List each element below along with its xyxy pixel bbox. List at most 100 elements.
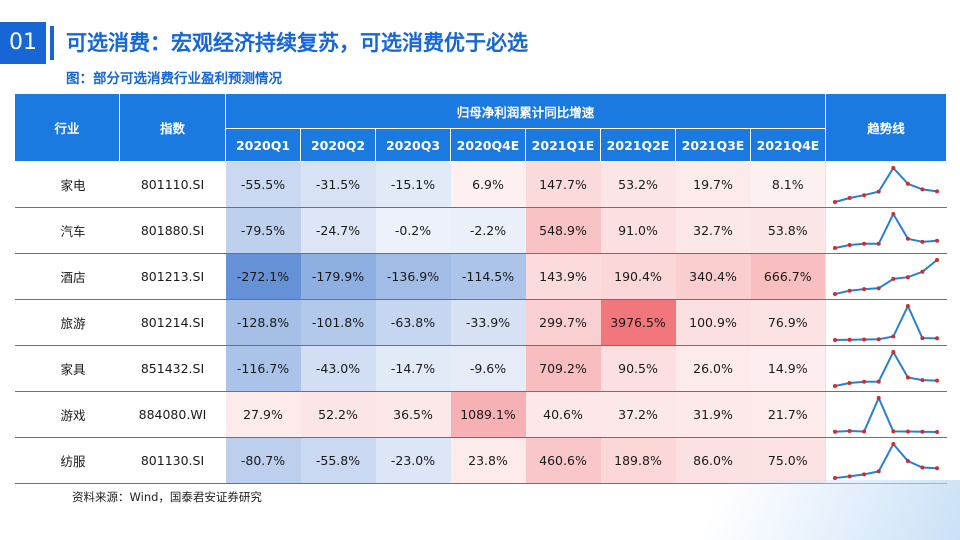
sparkline-point [862, 192, 867, 197]
industry-cell: 纺服 [14, 437, 120, 484]
sparkline-point [920, 239, 925, 244]
table-row: 家具 851432.SI -116.7% -43.0% -14.7% -9.6% 709.2… [14, 345, 947, 392]
sparkline-point [847, 288, 852, 293]
sparkline-point [920, 335, 925, 340]
sparkline-point [862, 379, 867, 384]
index-code-cell: 851432.SI [119, 345, 226, 392]
sparkline-point [935, 238, 940, 243]
sparkline-point [862, 337, 867, 341]
growth-value-cell: -2.2% [450, 207, 526, 254]
earnings-table-container: 行业 指数 归母净利润累计同比增速 趋势线 2020Q1 2020Q2 2020Q3… [14, 93, 948, 484]
index-code-cell: 801110.SI [119, 161, 226, 208]
trend-sparkline [833, 441, 940, 480]
sparkline-point [906, 274, 911, 279]
trend-sparkline [833, 395, 940, 434]
sparkline-point [862, 286, 867, 291]
sparkline-point [862, 429, 867, 433]
sparkline-point [847, 195, 852, 200]
sparkline-point [833, 475, 838, 480]
quarter-header-row: 2020Q1 2020Q2 2020Q3 2020Q4E 2021Q1E 2021Q2E 2… [15, 128, 947, 162]
trend-sparkline-cell [825, 299, 947, 346]
sparkline-point [876, 336, 881, 341]
trend-sparkline [833, 165, 940, 204]
growth-value-cell: 86.0% [675, 437, 751, 484]
growth-value-cell: -23.0% [375, 437, 451, 484]
sparkline-point [920, 465, 925, 469]
trend-sparkline-cell [825, 207, 947, 254]
sparkline-point [876, 468, 881, 473]
sparkline-point [891, 334, 896, 338]
index-code-cell: 801214.SI [119, 299, 226, 346]
sparkline-point [906, 303, 911, 308]
growth-value-cell: 100.9% [675, 299, 751, 346]
growth-value-cell: -55.8% [300, 437, 376, 484]
growth-value-cell: -43.0% [300, 345, 376, 392]
sparkline-path [835, 258, 938, 295]
growth-value-cell: -15.1% [375, 161, 451, 208]
trend-sparkline [833, 211, 940, 250]
growth-value-cell: -55.5% [225, 161, 301, 208]
growth-value-cell: 32.7% [675, 207, 751, 254]
earnings-table: 行业 指数 归母净利润累计同比增速 趋势线 2020Q1 2020Q2 2020Q3… [14, 93, 948, 484]
sparkline-point [891, 211, 896, 216]
sparkline-point [920, 429, 925, 434]
growth-value-cell: -80.7% [225, 437, 301, 484]
table-row: 家电 801110.SI -55.5% -31.5% -15.1% 6.9% 147.7% 5… [14, 161, 947, 208]
sparkline-point [833, 245, 838, 250]
sparkline-point [920, 186, 925, 191]
sparkline-point [935, 188, 940, 193]
growth-value-cell: 76.9% [750, 299, 826, 346]
growth-value-cell: -136.9% [375, 253, 451, 300]
industry-cell: 家具 [14, 345, 120, 392]
growth-value-cell: 8.1% [750, 161, 826, 208]
sparkline-point [833, 429, 838, 434]
growth-value-cell: 460.6% [525, 437, 601, 484]
growth-value-cell: -179.9% [300, 253, 376, 300]
header-quarter: 2020Q2 [300, 128, 376, 162]
industry-cell: 旅游 [14, 299, 120, 346]
sparkline-point [876, 395, 881, 400]
growth-value-cell: 36.5% [375, 391, 451, 438]
growth-value-cell: -116.7% [225, 345, 301, 392]
growth-value-cell: 75.0% [750, 437, 826, 484]
trend-sparkline-cell [825, 391, 947, 438]
index-code-cell: 884080.WI [119, 391, 226, 438]
sparkline-point [847, 242, 852, 247]
growth-value-cell: 52.2% [300, 391, 376, 438]
section-number: 01 [0, 22, 46, 64]
header-quarter: 2020Q3 [375, 128, 451, 162]
industry-cell: 家电 [14, 161, 120, 208]
sparkline-point [935, 429, 940, 434]
page-title: 可选消费：宏观经济持续复苏，可选消费优于必选 [66, 31, 528, 55]
growth-value-cell: 90.5% [600, 345, 676, 392]
header-quarter: 2021Q3E [675, 128, 751, 162]
growth-value-cell: 53.2% [600, 161, 676, 208]
sparkline-point [876, 379, 881, 384]
growth-value-cell: -114.5% [450, 253, 526, 300]
growth-value-cell: -79.5% [225, 207, 301, 254]
header-quarter: 2020Q4E [450, 128, 526, 162]
table-row: 汽车 801880.SI -79.5% -24.7% -0.2% -2.2% 548.9% 9… [14, 207, 947, 254]
sparkline-point [876, 241, 881, 246]
growth-value-cell: -128.8% [225, 299, 301, 346]
sparkline-point [935, 257, 940, 262]
sparkline-point [847, 380, 852, 385]
table-row: 旅游 801214.SI -128.8% -101.8% -63.8% -33.9% 299… [14, 299, 947, 346]
growth-value-cell: 19.7% [675, 161, 751, 208]
header-quarter: 2020Q1 [225, 128, 301, 162]
growth-value-cell: -14.7% [375, 345, 451, 392]
growth-value-cell: -272.1% [225, 253, 301, 300]
growth-value-cell: -0.2% [375, 207, 451, 254]
growth-value-cell: 3976.5% [600, 299, 676, 346]
sparkline-path [835, 303, 938, 341]
growth-value-cell: -31.5% [300, 161, 376, 208]
table-row: 酒店 801213.SI -272.1% -179.9% -136.9% -114.5% 1… [14, 253, 947, 300]
industry-cell: 汽车 [14, 207, 120, 254]
figure-caption: 图：部分可选消费行业盈利预测情况 [66, 71, 282, 87]
industry-cell: 酒店 [14, 253, 120, 300]
growth-value-cell: 31.9% [675, 391, 751, 438]
sparkline-path [835, 211, 938, 249]
trend-sparkline [833, 349, 940, 388]
trend-sparkline [833, 257, 940, 296]
sparkline-point [935, 378, 940, 383]
